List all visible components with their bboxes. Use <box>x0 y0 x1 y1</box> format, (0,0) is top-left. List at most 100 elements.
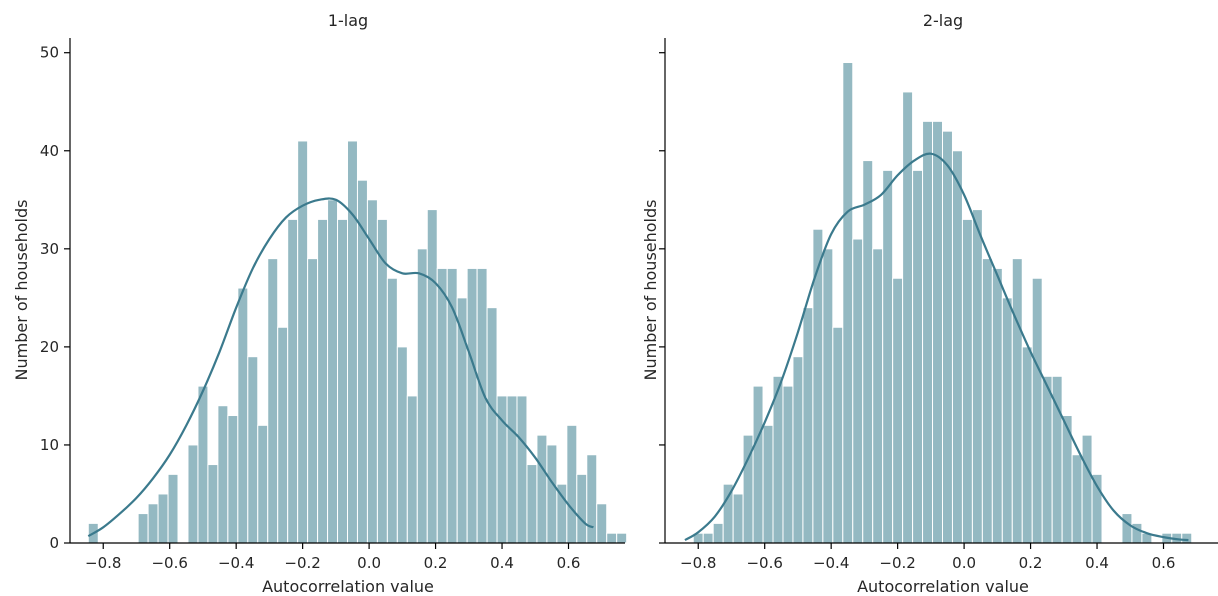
histogram-bar <box>912 169 924 544</box>
histogram-bar <box>1041 375 1053 544</box>
histogram-bar <box>197 385 209 544</box>
histogram-bar <box>852 238 864 544</box>
histogram-bar <box>486 307 498 544</box>
histogram-bar <box>247 356 259 544</box>
histogram-bar <box>167 473 179 544</box>
histogram-bar <box>832 326 844 544</box>
histogram-bar <box>616 532 628 544</box>
x-tick-label: −0.4 <box>813 554 849 572</box>
histogram-bar <box>762 424 774 544</box>
histogram-bar <box>566 424 578 544</box>
histogram-bar <box>902 91 914 544</box>
y-tick-label: 0 <box>49 534 59 552</box>
histogram-bar <box>137 513 149 544</box>
histogram-bar <box>712 522 724 544</box>
histogram-bar <box>237 287 249 544</box>
histogram-bar <box>942 130 953 544</box>
histogram-bar <box>702 532 714 544</box>
histogram-bar <box>1021 346 1033 544</box>
histogram-bar <box>347 140 358 544</box>
x-tick-label: 0.6 <box>1152 554 1176 572</box>
histogram-bar <box>217 405 229 544</box>
histogram-bar <box>606 532 618 544</box>
histogram-bar <box>1001 297 1013 544</box>
bars <box>87 140 628 544</box>
kde-curve <box>87 197 594 538</box>
y-axis-label: Number of households <box>12 200 31 381</box>
chart-title: 2-lag <box>923 11 963 30</box>
histogram-bar <box>842 62 854 544</box>
histogram-bar <box>576 473 588 544</box>
histogram-bar <box>297 140 309 544</box>
histogram-bar <box>1031 277 1043 544</box>
histogram-bar <box>991 267 1003 544</box>
histogram-bar <box>732 493 744 544</box>
histogram-bar <box>862 160 874 544</box>
histogram-bar <box>317 218 329 544</box>
x-tick-label: −0.4 <box>218 554 254 572</box>
x-tick-label: −0.6 <box>746 554 782 572</box>
panel-1-lag: 1-lag Autocorrelation value Number of ho… <box>12 11 628 596</box>
histogram-bar <box>506 395 518 544</box>
histogram-bar <box>922 120 934 544</box>
histogram-bar <box>822 248 834 544</box>
x-tick-label: 0.6 <box>557 554 581 572</box>
histogram-bar <box>307 258 319 544</box>
panel-2-lag: 2-lag Autocorrelation value Number of ho… <box>641 11 1218 596</box>
histogram-bar <box>1071 454 1083 544</box>
histogram-bar <box>396 346 408 544</box>
histogram-bar <box>792 356 804 544</box>
x-tick-label: −0.8 <box>85 554 121 572</box>
x-tick-label: −0.8 <box>680 554 716 572</box>
y-tick-label: 30 <box>40 240 59 258</box>
histogram-bar <box>287 218 299 544</box>
histogram-bar <box>277 326 289 544</box>
x-tick-label: −0.2 <box>284 554 320 572</box>
histogram-bar <box>337 218 348 544</box>
histogram-bar <box>1181 532 1193 544</box>
histogram-bar <box>227 415 239 544</box>
histogram-bar <box>466 267 478 544</box>
y-tick-label: 20 <box>40 338 59 356</box>
histogram-bar <box>971 209 983 544</box>
y-axis-label: Number of households <box>641 200 660 381</box>
histogram-bar <box>882 169 894 544</box>
histogram-bar <box>147 503 159 544</box>
x-axis-label: Autocorrelation value <box>857 577 1029 596</box>
kde-curve <box>684 152 1189 542</box>
histogram-bar <box>782 385 794 544</box>
histogram-bar <box>376 218 388 544</box>
histogram-bar <box>207 464 219 544</box>
histogram-bar <box>386 277 398 544</box>
y-tick-label: 10 <box>40 436 59 454</box>
x-tick-label: 0.4 <box>490 554 514 572</box>
x-tick-label: 0.0 <box>357 554 381 572</box>
histogram-bar <box>436 267 448 544</box>
histogram-bar <box>267 258 279 544</box>
x-tick-label: 0.2 <box>1019 554 1043 572</box>
histogram-bar <box>722 483 734 544</box>
histogram-bar <box>872 248 884 544</box>
bars <box>692 62 1193 544</box>
histogram-bar <box>187 444 199 544</box>
y-tick-label: 40 <box>40 142 59 160</box>
x-axis-label: Autocorrelation value <box>262 577 434 596</box>
histogram-bar <box>1081 434 1093 544</box>
histogram-bar <box>476 267 488 544</box>
histogram-bar <box>257 424 269 544</box>
histogram-bar <box>596 503 608 544</box>
histogram-bar <box>327 199 339 544</box>
histogram-bar <box>426 209 438 544</box>
x-tick-label: −0.2 <box>879 554 915 572</box>
histogram-bar <box>752 385 764 544</box>
histogram-bar <box>981 258 993 544</box>
y-tick-label: 50 <box>40 44 59 62</box>
x-tick-label: 0.4 <box>1085 554 1109 572</box>
histogram-bar <box>586 454 598 544</box>
histogram-bar <box>416 248 428 544</box>
histogram-bar <box>526 464 538 544</box>
histogram-bar <box>802 307 814 544</box>
histogram-bar <box>951 150 963 544</box>
histogram-bar <box>536 434 548 544</box>
